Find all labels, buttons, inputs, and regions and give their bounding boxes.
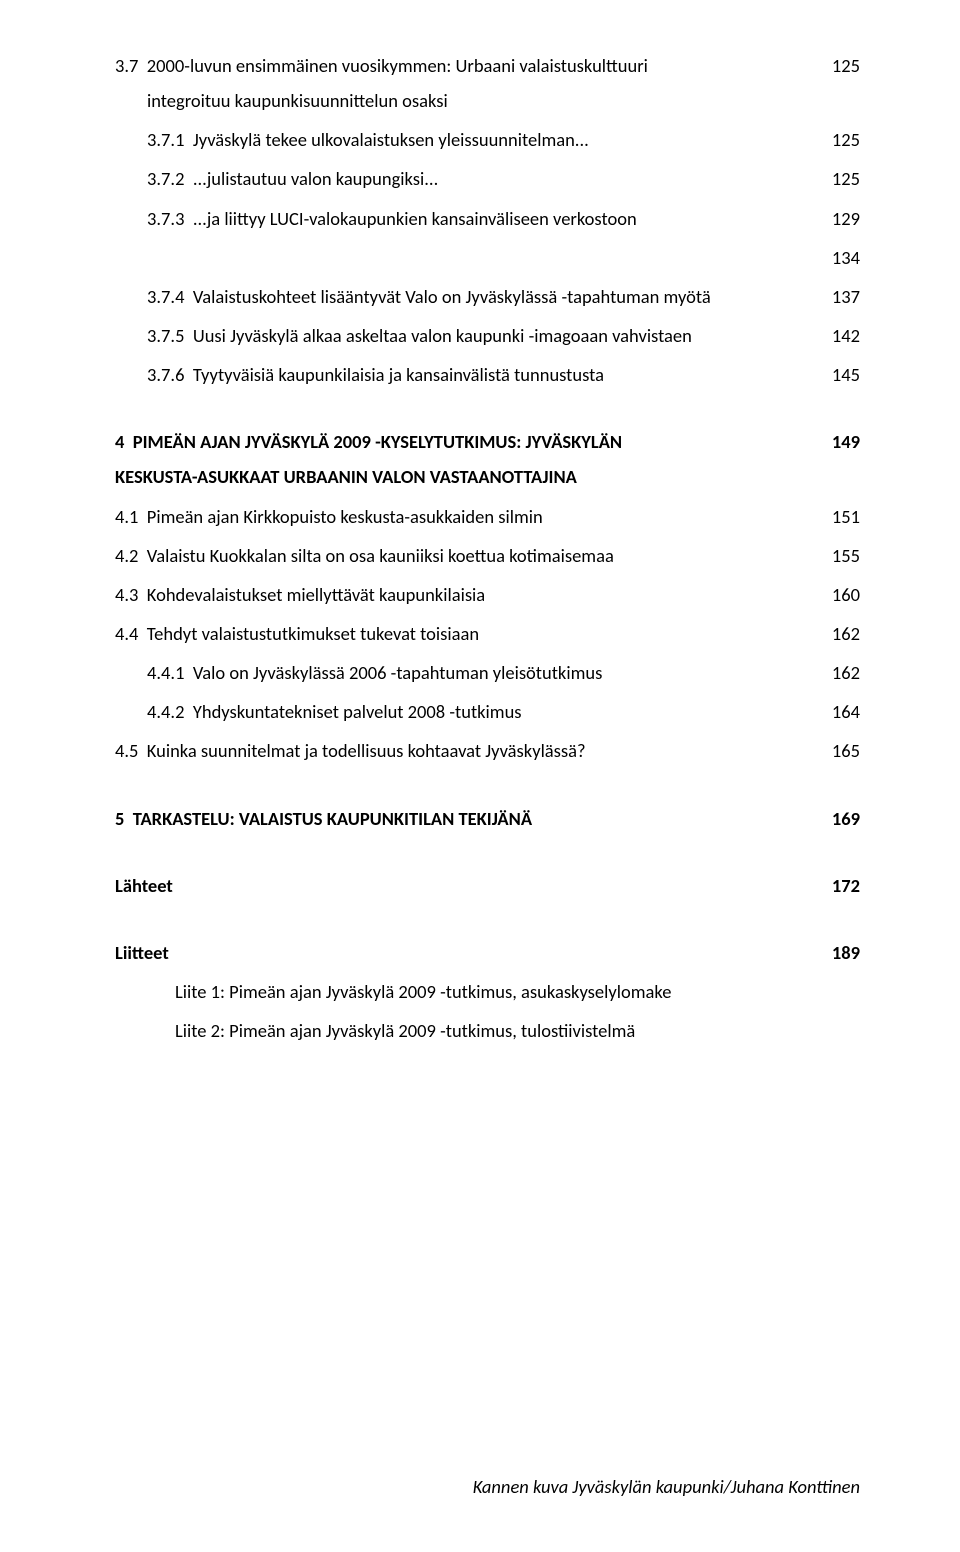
toc-entry: 4.3 Kohdevalaistukset miellyttävät kaupu… bbox=[115, 577, 860, 612]
toc-entry-text: 4 PIMEÄN AJAN JYVÄSKYLÄ 2009 -KYSELYTUTK… bbox=[115, 424, 820, 494]
toc-entry-text: 3.7.2 ...julistautuu valon kaupungiksi..… bbox=[147, 161, 820, 196]
toc-entry-page: 155 bbox=[820, 538, 860, 573]
toc-entry-text: 3.7.3 ...ja liittyy LUCI-valokaupunkien … bbox=[147, 201, 820, 236]
toc-entry-text: 4.1 Pimeän ajan Kirkkopuisto keskusta-as… bbox=[115, 499, 820, 534]
toc-entry-page: 164 bbox=[820, 694, 860, 729]
toc-entry-text: 3.7.5 Uusi Jyväskylä alkaa askeltaa valo… bbox=[147, 318, 820, 353]
toc-entry: 4.4 Tehdyt valaistustutkimukset tukevat … bbox=[115, 616, 860, 651]
toc-entry-page: 162 bbox=[820, 655, 860, 690]
toc-entry-text bbox=[147, 240, 820, 275]
toc-entry: 4.1 Pimeän ajan Kirkkopuisto keskusta-as… bbox=[115, 499, 860, 534]
toc-entry: 3.7.4 Valaistuskohteet lisääntyvät Valo … bbox=[115, 279, 860, 314]
toc-entry-page: 125 bbox=[820, 161, 860, 196]
toc-entry-page: 169 bbox=[820, 801, 860, 836]
toc-entry: 4.4.2 Yhdyskuntatekniset palvelut 2008 -… bbox=[115, 694, 860, 729]
toc-entry: 4.5 Kuinka suunnitelmat ja todellisuus k… bbox=[115, 733, 860, 768]
toc-entry-page: 165 bbox=[820, 733, 860, 768]
toc-entry-page: 151 bbox=[820, 499, 860, 534]
toc-entry-page: 172 bbox=[820, 868, 860, 903]
toc-entry: 134 bbox=[115, 240, 860, 275]
toc-entry-text: 4.4 Tehdyt valaistustutkimukset tukevat … bbox=[115, 616, 820, 651]
toc-entry-page: 162 bbox=[820, 616, 860, 651]
toc-entry: 4.4.1 Valo on Jyväskylässä 2006 -tapahtu… bbox=[115, 655, 860, 690]
toc-entry-text: 4.5 Kuinka suunnitelmat ja todellisuus k… bbox=[115, 733, 820, 768]
toc-entry: 4.2 Valaistu Kuokkalan silta on osa kaun… bbox=[115, 538, 860, 573]
toc-entry: 3.7.5 Uusi Jyväskylä alkaa askeltaa valo… bbox=[115, 318, 860, 353]
toc-entry-page: 160 bbox=[820, 577, 860, 612]
toc-entry-text: 3.7.4 Valaistuskohteet lisääntyvät Valo … bbox=[147, 279, 820, 314]
toc-entry-text: 5 TARKASTELU: VALAISTUS KAUPUNKITILAN TE… bbox=[115, 801, 820, 836]
toc-entry-text: Lähteet bbox=[115, 868, 820, 903]
toc-entry-text: 4.4.2 Yhdyskuntatekniset palvelut 2008 -… bbox=[147, 694, 820, 729]
toc-entry-text: 4.4.1 Valo on Jyväskylässä 2006 -tapahtu… bbox=[147, 655, 820, 690]
toc-entry-page: 145 bbox=[820, 357, 860, 392]
toc-entry-text: 3.7.6 Tyytyväisiä kaupunkilaisia ja kans… bbox=[147, 357, 820, 392]
table-of-contents: 3.7 2000-luvun ensimmäinen vuosikymmen: … bbox=[115, 48, 860, 1048]
footer-credit: Kannen kuva Jyväskylän kaupunki/Juhana K… bbox=[473, 1469, 860, 1504]
toc-entry-text: Liite 2: Pimeän ajan Jyväskylä 2009 -tut… bbox=[175, 1013, 820, 1048]
toc-entry-page: 137 bbox=[820, 279, 860, 314]
toc-entry-text: Liitteet bbox=[115, 935, 820, 970]
toc-entry: 3.7.1 Jyväskylä tekee ulkovalaistuksen y… bbox=[115, 122, 860, 157]
toc-entry-text: 3.7.1 Jyväskylä tekee ulkovalaistuksen y… bbox=[147, 122, 820, 157]
toc-entry: Lähteet172 bbox=[115, 868, 860, 903]
toc-entry: 3.7.3 ...ja liittyy LUCI-valokaupunkien … bbox=[115, 201, 860, 236]
toc-entry-page: 134 bbox=[820, 240, 860, 275]
toc-entry: 4 PIMEÄN AJAN JYVÄSKYLÄ 2009 -KYSELYTUTK… bbox=[115, 424, 860, 494]
toc-entry: Liite 2: Pimeän ajan Jyväskylä 2009 -tut… bbox=[115, 1013, 860, 1048]
toc-entry: 3.7.2 ...julistautuu valon kaupungiksi..… bbox=[115, 161, 860, 196]
toc-entry-text: Liite 1: Pimeän ajan Jyväskylä 2009 -tut… bbox=[175, 974, 820, 1009]
toc-entry: Liite 1: Pimeän ajan Jyväskylä 2009 -tut… bbox=[115, 974, 860, 1009]
toc-entry-page: 142 bbox=[820, 318, 860, 353]
toc-entry-text: 4.3 Kohdevalaistukset miellyttävät kaupu… bbox=[115, 577, 820, 612]
toc-entry-page: 129 bbox=[820, 201, 860, 236]
toc-entry: 3.7.6 Tyytyväisiä kaupunkilaisia ja kans… bbox=[115, 357, 860, 392]
toc-entry: 5 TARKASTELU: VALAISTUS KAUPUNKITILAN TE… bbox=[115, 801, 860, 836]
toc-entry: Liitteet189 bbox=[115, 935, 860, 970]
toc-entry-text: 3.7 2000-luvun ensimmäinen vuosikymmen: … bbox=[115, 48, 820, 118]
toc-entry-page: 125 bbox=[820, 122, 860, 157]
toc-entry-page: 125 bbox=[820, 48, 860, 83]
toc-entry-page: 189 bbox=[820, 935, 860, 970]
toc-entry: 3.7 2000-luvun ensimmäinen vuosikymmen: … bbox=[115, 48, 860, 118]
toc-entry-page: 149 bbox=[820, 424, 860, 459]
toc-entry-text: 4.2 Valaistu Kuokkalan silta on osa kaun… bbox=[115, 538, 820, 573]
